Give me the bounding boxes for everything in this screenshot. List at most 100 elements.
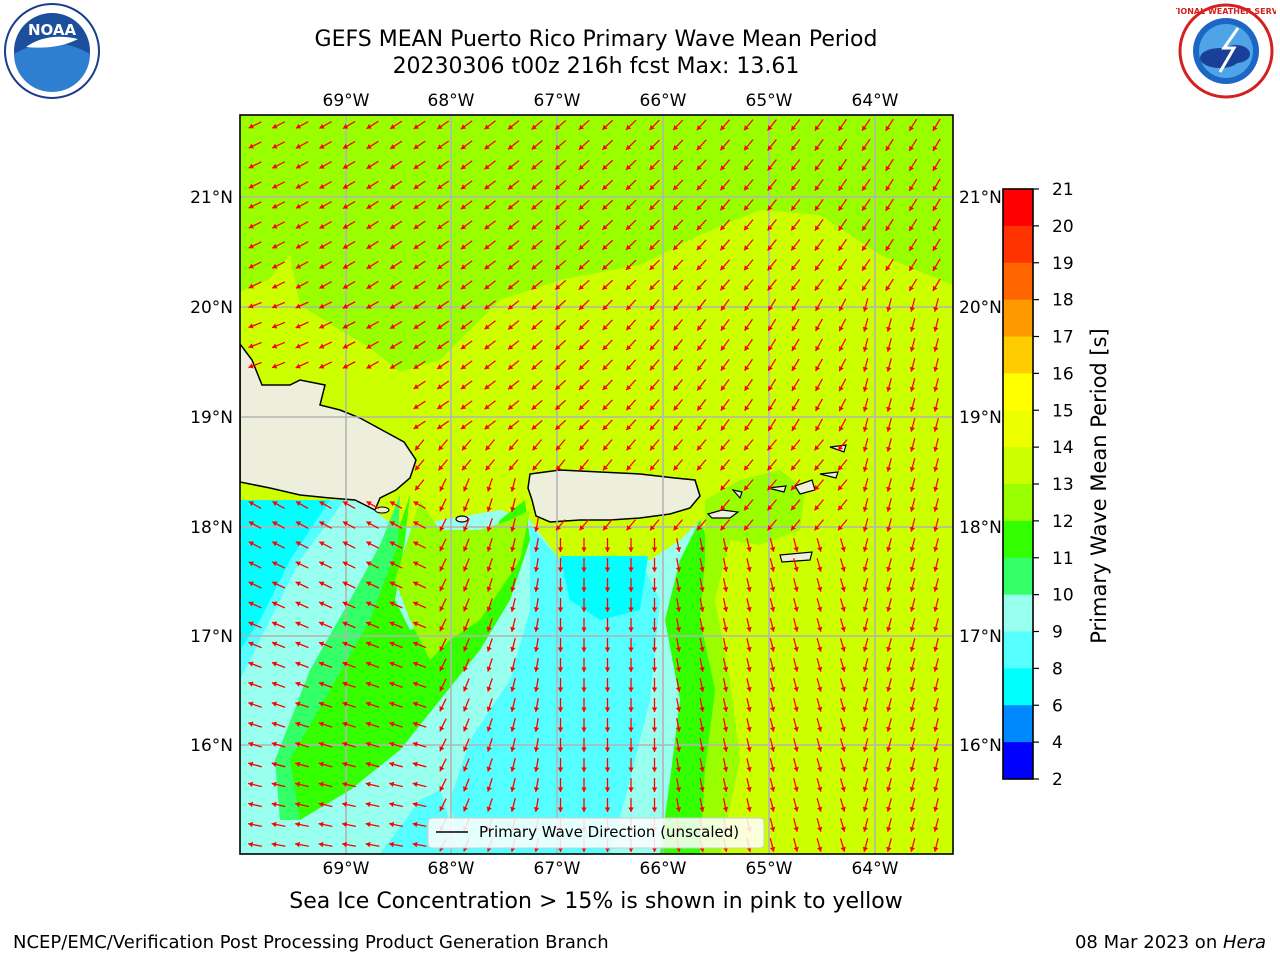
wave-arrow [933,298,939,312]
wave-arrow [909,318,916,332]
wave-arrow [838,398,847,412]
wave-arrow [628,678,634,692]
wave-arrow [767,318,777,332]
wave-arrow [767,259,777,271]
wave-arrow [436,120,450,130]
wave-arrow [909,418,916,432]
wave-arrow [719,259,731,271]
wave-arrow [767,139,777,151]
wave-arrow [463,718,470,732]
wave-arrow [507,140,520,150]
wave-arrow [460,260,473,270]
wave-arrow [790,199,801,211]
wave-arrow [675,638,682,652]
wave-arrow [862,838,869,852]
wave-arrow [673,339,683,351]
wave-arrow [886,798,892,812]
wave-arrow [366,361,379,369]
wave-arrow [319,500,332,510]
wave-arrow [746,538,752,552]
wave-arrow [886,678,892,692]
wave-arrow [248,801,262,808]
wave-arrow [909,698,916,712]
wave-arrow [649,179,660,191]
wave-arrow [507,420,520,430]
wave-arrow [862,418,869,432]
chart-subtitle: 20230306 t00z 216h fcst Max: 13.61 [392,54,800,79]
wave-arrow [933,618,939,632]
wave-arrow [651,618,658,632]
wave-arrow [271,301,286,309]
wave-arrow [510,678,516,692]
wave-arrow [271,201,286,209]
wave-arrow [814,338,824,352]
wave-arrow [510,598,516,612]
wave-arrow [463,498,470,512]
wave-arrow [814,158,824,172]
footer-date-text: 08 Mar 2023 on [1074,932,1223,953]
wave-arrow [743,479,754,491]
wave-arrow [719,159,731,171]
wave-arrow [909,738,916,752]
wave-arrow [318,621,333,629]
wave-arrow [318,701,333,708]
wave-arrow [699,538,705,552]
wave-arrow [722,638,729,652]
wave-arrow [816,658,823,672]
wave-arrow [365,781,380,788]
wave-arrow [463,598,470,612]
wave-arrow [673,299,683,311]
wave-arrow [295,500,309,510]
wave-arrow [366,341,379,349]
wave-arrow [389,120,403,130]
colorbar-tick-label: 18 [1052,291,1074,311]
wave-arrow [533,537,540,553]
wave-arrow [839,658,846,672]
wave-arrow [790,219,801,231]
wave-arrow [673,359,683,371]
wave-arrow [699,778,705,792]
wave-arrow [271,321,286,329]
wave-arrow [814,479,824,491]
wave-arrow [271,821,286,828]
wave-arrow [722,678,729,692]
wave-arrow [507,180,520,190]
wave-arrow [463,698,470,712]
wave-arrow [271,761,286,768]
wave-arrow [533,577,540,593]
wave-arrow [295,821,309,828]
wave-arrow [862,438,869,452]
field-13-14-west [395,500,530,660]
wave-arrow [933,598,939,612]
wave-arrow [814,258,824,272]
wave-arrow [271,341,286,349]
wave-arrow [861,258,871,272]
wave-arrow [365,541,380,549]
colorbar-segment [1003,189,1033,227]
wave-arrow [531,220,543,230]
wave-arrow [436,160,450,170]
wave-arrow [485,459,495,471]
wave-arrow [272,521,285,529]
wave-arrow [933,738,939,752]
wave-arrow [649,459,660,471]
wave-arrow [439,798,447,812]
wave-arrow [581,658,587,672]
wave-arrow [675,718,682,732]
wave-arrow [909,578,916,592]
wave-arrow [365,621,380,629]
wave-arrow [486,518,493,532]
wave-arrow [295,161,309,169]
lat-label-right: 16°N [959,736,1002,756]
wave-arrow [318,561,333,569]
colorbar-segment [1003,668,1033,706]
wave-arrow [909,538,916,552]
wave-arrow [319,241,332,249]
wave-arrow [271,241,286,249]
wave-arrow [389,521,403,529]
wave-arrow [248,821,262,828]
wave-arrow [510,498,516,512]
wave-arrow [743,159,754,171]
wave-arrow [510,758,516,772]
wave-arrow [248,761,262,768]
